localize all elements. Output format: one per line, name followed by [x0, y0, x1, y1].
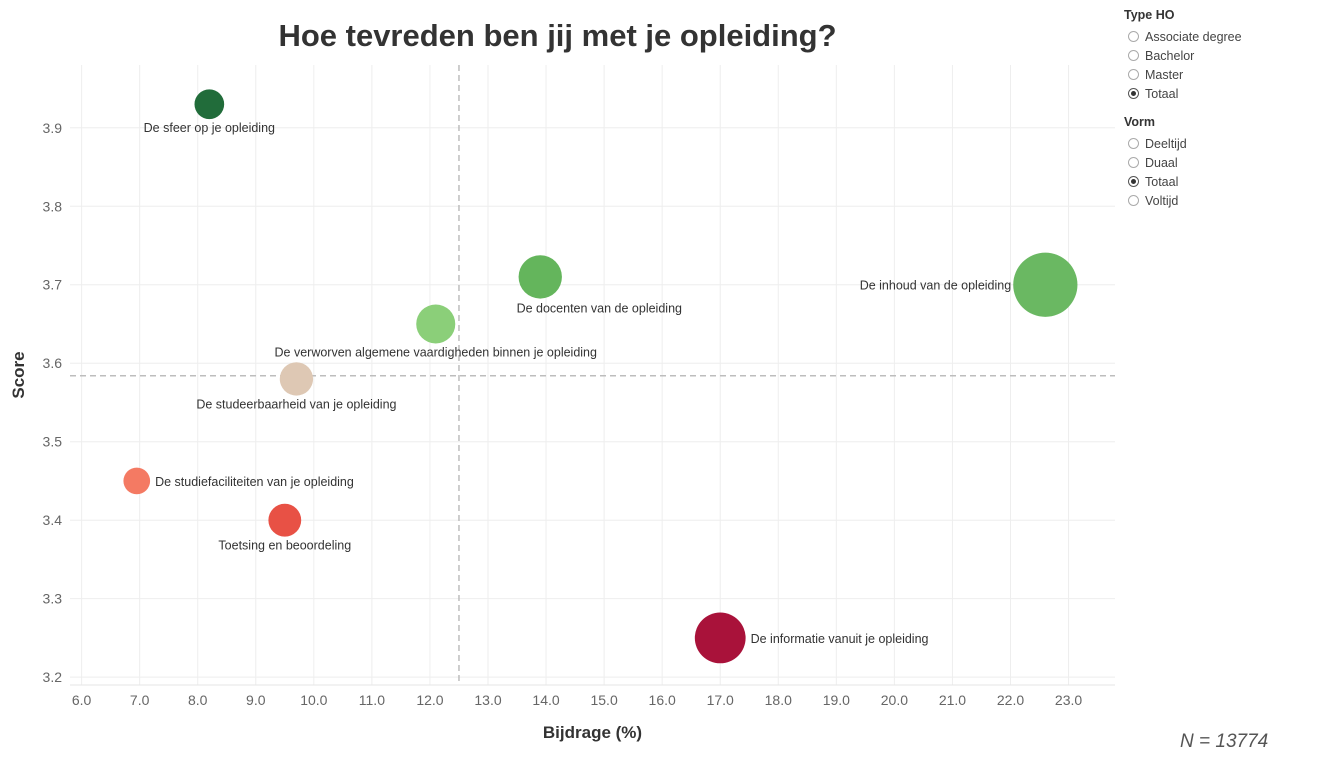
data-label: De verworven algemene vaardigheden binne…: [275, 346, 597, 360]
data-label: De inhoud van de opleiding: [860, 279, 1012, 293]
x-tick-label: 12.0: [416, 692, 443, 708]
filter-panel: Type HO Associate degree Bachelor Master To…: [1124, 8, 1324, 222]
filter-option-type-ho-totaal[interactable]: Totaal: [1124, 84, 1324, 103]
filter-title-vorm: Vorm: [1124, 115, 1156, 129]
x-tick-label: 9.0: [246, 692, 266, 708]
data-label: De studiefaciliteiten van je opleiding: [155, 475, 354, 489]
scatter-plot: 6.0 7.0 8.0 9.0 10.0 11.0 12.0 13.0 14.0 15.0 16.0…: [9, 65, 1115, 742]
y-tick-label: 3.7: [43, 277, 63, 293]
y-tick-label: 3.8: [43, 198, 63, 214]
x-tick-label: 8.0: [188, 692, 208, 708]
data-point[interactable]: [1013, 252, 1078, 317]
x-axis-title: Bijdrage (%): [543, 723, 642, 742]
filter-option-type-ho-bachelor[interactable]: Bachelor: [1124, 46, 1324, 65]
radio-icon[interactable]: [1128, 69, 1139, 80]
radio-icon[interactable]: [1128, 88, 1139, 99]
filter-type-ho: Type HO Associate degree Bachelor Master To…: [1124, 8, 1324, 103]
filter-option-label: Associate degree: [1145, 29, 1242, 44]
filter-option-label: Totaal: [1145, 86, 1179, 101]
radio-icon[interactable]: [1128, 31, 1139, 42]
x-tick-label: 19.0: [823, 692, 850, 708]
data-point[interactable]: [279, 362, 314, 396]
x-tick-label: 7.0: [130, 692, 150, 708]
sample-size-label: N = 13774: [1180, 731, 1269, 752]
x-tick-label: 14.0: [532, 692, 559, 708]
filter-option-type-ho-associate-degree[interactable]: Associate degree: [1124, 27, 1324, 46]
y-axis-title: Score: [9, 351, 28, 398]
radio-icon[interactable]: [1128, 157, 1139, 168]
filter-option-label: Bachelor: [1145, 48, 1195, 63]
data-label: De sfeer op je opleiding: [144, 121, 275, 135]
reference-lines: [70, 65, 1115, 685]
x-tick-label: 20.0: [881, 692, 908, 708]
data-point[interactable]: [123, 467, 151, 495]
data-points: [123, 89, 1078, 664]
filter-vorm: Vorm Deeltijd Duaal Totaal Voltijd: [1124, 115, 1324, 210]
filter-option-label: Master: [1145, 67, 1184, 82]
filter-title-type-ho: Type HO: [1124, 8, 1175, 22]
filter-option-vorm-voltijd[interactable]: Voltijd: [1124, 191, 1324, 210]
filter-option-label: Deeltijd: [1145, 136, 1187, 151]
data-label: De informatie vanuit je opleiding: [751, 632, 929, 646]
chart-title: Hoe tevreden ben jij met je opleiding?: [278, 18, 837, 53]
radio-icon[interactable]: [1128, 138, 1139, 149]
data-label: De docenten van de opleiding: [517, 302, 682, 316]
x-tick-label: 13.0: [474, 692, 501, 708]
radio-icon[interactable]: [1128, 176, 1139, 187]
x-tick-label: 18.0: [765, 692, 792, 708]
x-tick-label: 11.0: [359, 692, 385, 708]
x-tick-label: 17.0: [707, 692, 734, 708]
y-tick-label: 3.9: [43, 120, 63, 136]
x-tick-label: 16.0: [649, 692, 676, 708]
filter-option-label: Duaal: [1145, 155, 1178, 170]
data-point[interactable]: [194, 89, 225, 120]
x-tick-label: 22.0: [997, 692, 1024, 708]
radio-icon[interactable]: [1128, 195, 1139, 206]
y-tick-label: 3.2: [43, 669, 63, 685]
data-label: Toetsing en beoordeling: [218, 539, 351, 553]
filter-option-type-ho-master[interactable]: Master: [1124, 65, 1324, 84]
data-point[interactable]: [694, 612, 746, 664]
data-labels: De sfeer op je opleiding De docenten van …: [144, 121, 1012, 646]
filter-option-vorm-deeltijd[interactable]: Deeltijd: [1124, 134, 1324, 153]
x-tick-label: 6.0: [72, 692, 92, 708]
filter-option-vorm-totaal[interactable]: Totaal: [1124, 172, 1324, 191]
data-point[interactable]: [268, 503, 302, 537]
x-tick-label: 23.0: [1055, 692, 1082, 708]
y-tick-label: 3.3: [43, 591, 63, 607]
filter-option-vorm-duaal[interactable]: Duaal: [1124, 153, 1324, 172]
x-tick-label: 15.0: [590, 692, 617, 708]
filter-option-label: Totaal: [1145, 174, 1179, 189]
y-tick-label: 3.6: [43, 355, 63, 371]
y-tick-label: 3.4: [43, 512, 63, 528]
radio-icon[interactable]: [1128, 50, 1139, 61]
data-point[interactable]: [518, 255, 562, 299]
filter-option-label: Voltijd: [1145, 193, 1179, 208]
axes: 6.0 7.0 8.0 9.0 10.0 11.0 12.0 13.0 14.0 15.0 16.0…: [43, 120, 1115, 708]
data-label: De studeerbaarheid van je opleiding: [196, 398, 396, 412]
y-tick-label: 3.5: [43, 434, 63, 450]
x-tick-label: 10.0: [300, 692, 327, 708]
x-tick-label: 21.0: [939, 692, 966, 708]
grid-lines: [70, 65, 1115, 685]
data-point[interactable]: [416, 304, 456, 344]
